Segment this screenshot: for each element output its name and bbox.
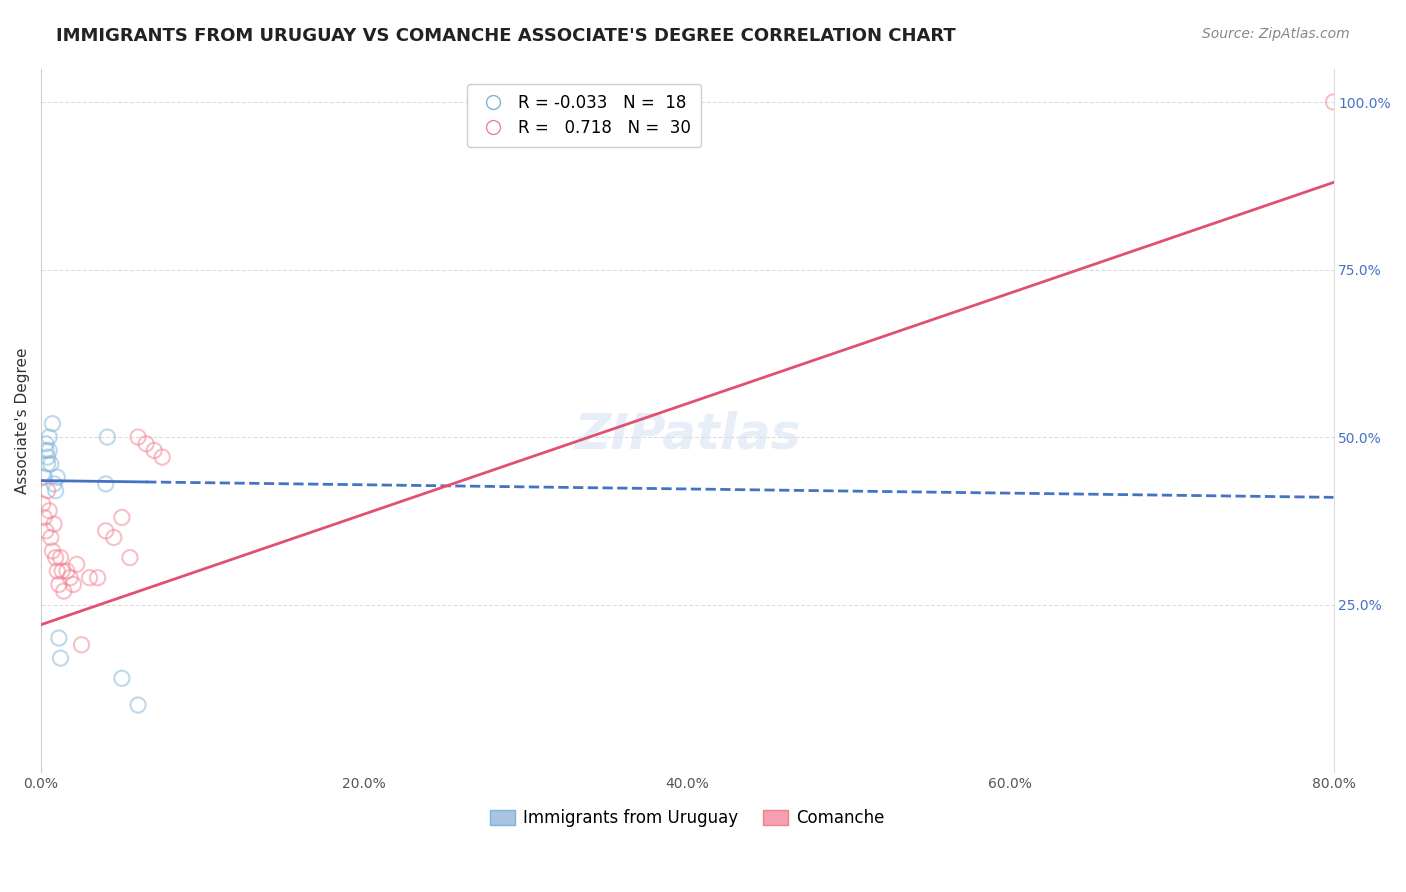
Point [49, 550, 72, 565]
Point [51, 564, 73, 578]
Point [1322, 95, 1344, 109]
Point [86, 571, 108, 585]
Point [48, 631, 70, 645]
Point [35, 443, 58, 458]
Point [62, 577, 84, 591]
Point [94, 477, 117, 491]
Point [79, 571, 101, 585]
Text: IMMIGRANTS FROM URUGUAY VS COMANCHE ASSOCIATE'S DEGREE CORRELATION CHART: IMMIGRANTS FROM URUGUAY VS COMANCHE ASSO… [56, 27, 956, 45]
Point [49, 651, 72, 665]
Point [66, 558, 89, 572]
Point [45, 550, 67, 565]
Y-axis label: Associate's Degree: Associate's Degree [15, 347, 30, 493]
Point [35, 524, 58, 538]
Point [46, 564, 69, 578]
Point [37, 450, 59, 464]
Point [111, 510, 134, 524]
Point [31, 497, 53, 511]
Point [34, 510, 56, 524]
Point [94, 524, 117, 538]
Point [52, 584, 75, 599]
Point [37, 457, 59, 471]
Point [59, 571, 82, 585]
Point [150, 450, 173, 464]
Point [35, 436, 58, 450]
Point [39, 457, 62, 471]
Point [118, 550, 141, 565]
Point [70, 638, 93, 652]
Point [38, 504, 60, 518]
Point [39, 531, 62, 545]
Point [42, 477, 65, 491]
Point [41, 417, 63, 431]
Point [34, 470, 56, 484]
Point [135, 436, 157, 450]
Point [38, 430, 60, 444]
Point [56, 564, 79, 578]
Point [42, 517, 65, 532]
Point [127, 698, 149, 712]
Point [103, 531, 125, 545]
Point [48, 577, 70, 591]
Point [45, 483, 67, 498]
Legend: Immigrants from Uruguay, Comanche: Immigrants from Uruguay, Comanche [484, 803, 891, 834]
Point [143, 443, 166, 458]
Point [96, 430, 118, 444]
Point [37, 483, 59, 498]
Text: Source: ZipAtlas.com: Source: ZipAtlas.com [1202, 27, 1350, 41]
Text: ZIPatlas: ZIPatlas [574, 410, 800, 458]
Point [38, 443, 60, 458]
Point [46, 470, 69, 484]
Point [111, 671, 134, 685]
Point [127, 430, 149, 444]
Point [41, 544, 63, 558]
